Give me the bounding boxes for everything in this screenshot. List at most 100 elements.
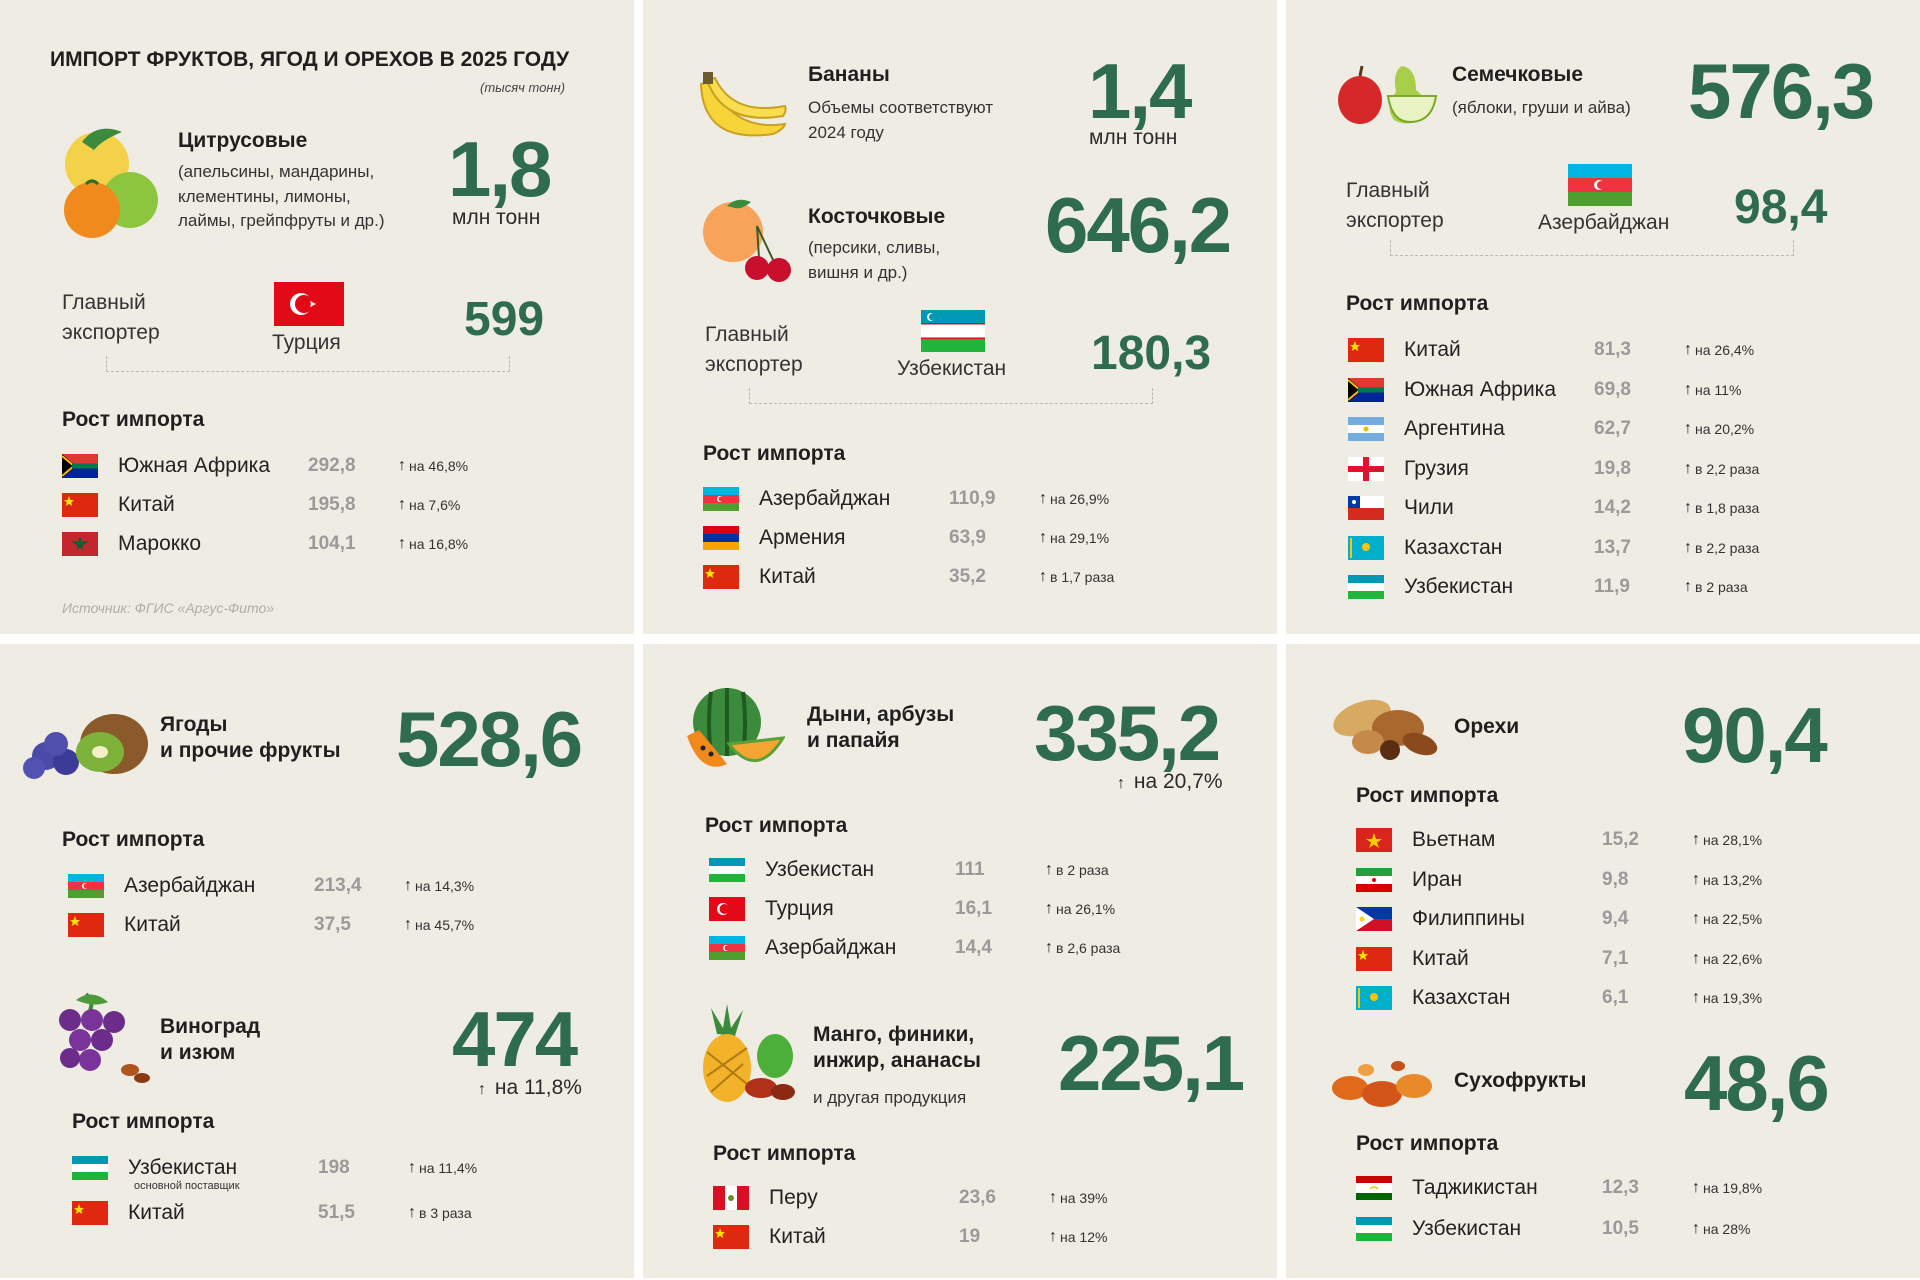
panel-nuts-dried: Орехи 90,4 Рост импорта Вьетнам 15,2 ↑ на 2… (1286, 644, 1920, 1278)
flag-uzbekistan-icon (921, 310, 985, 352)
flag-uz-icon (1348, 575, 1384, 599)
nuts-illustration-icon (1333, 699, 1438, 760)
flag-china-icon (62, 493, 98, 517)
melons-title: Дыни, арбузы и папайя (807, 703, 955, 753)
melons-row: Турция 16,1 ↑ на 26,1% (709, 895, 1115, 923)
exporter-bracket (749, 388, 1153, 404)
berries-value: 528,6 (396, 695, 583, 783)
pome-row: Узбекистан 11,9 ↑ в 2 раза (1348, 573, 1748, 601)
citrus-exporter-country: Турция (272, 331, 341, 354)
flag-china-icon (72, 1201, 108, 1225)
source-note: Источник: ФГИС «Аргус-Фито» (62, 600, 275, 616)
berries-row: Китай 37,5 ↑ на 45,7% (68, 911, 474, 939)
peach-cherry-illustration-icon (703, 199, 791, 282)
flag-uzbekistan-icon (72, 1156, 108, 1180)
dried-growth-title: Рост импорта (1356, 1132, 1499, 1155)
melons-value: 335,2 (1034, 689, 1221, 777)
citrus-unit: млн тонн (452, 206, 541, 229)
flag-azerbaijan-icon (703, 487, 739, 511)
banana-illustration-icon (699, 72, 787, 137)
panel-pome: Семечковые (яблоки, груши и айва) 576,3 … (1286, 0, 1920, 634)
berries-growth-title: Рост импорта (62, 828, 205, 851)
melons-row: Узбекистан 111 ↑ в 2 раза (709, 856, 1109, 884)
melons-row: Азербайджан 14,4 ↑ в 2,6 раза (709, 934, 1120, 962)
berries-kiwi-illustration-icon (23, 714, 148, 779)
pome-row: Казахстан 13,7 ↑ в 2,2 раза (1348, 534, 1759, 562)
flag-ir-icon (1356, 867, 1392, 892)
citrus-desc: (апельсины, мандарины, клементины, лимон… (178, 162, 385, 231)
pome-row: Чили 14,2 ↑ в 1,8 раза (1348, 494, 1759, 522)
panel-melons-mango: Дыни, арбузы и папайя 335,2 ↑ на 20,7% Р… (643, 644, 1277, 1278)
grapes-title: Виноград и изюм (160, 1015, 261, 1065)
pome-exporter-value: 98,4 (1734, 181, 1828, 234)
flag-kz-icon (1348, 535, 1384, 560)
stone-row: Азербайджан 110,9 ↑ на 26,9% (703, 485, 1109, 513)
flag-china-icon (713, 1225, 749, 1249)
exporter-bracket (106, 356, 510, 372)
bananas-desc: Объемы соответствуют 2024 году (808, 98, 994, 142)
stone-title: Косточковые (808, 205, 946, 228)
flag-ar-icon (1348, 417, 1384, 441)
pome-row: Южная Африка 69,8 ↑ на 11% (1348, 376, 1741, 404)
mango-row: Перу 23,6 ↑ на 39% (713, 1184, 1107, 1212)
berries-row: Азербайджан 213,4 ↑ на 14,3% (68, 872, 474, 900)
mango-desc: и другая продукция (813, 1088, 967, 1107)
flag-turkey-icon (709, 897, 745, 921)
stone-growth-title: Рост импорта (703, 442, 846, 465)
main-title: ИМПОРТ ФРУКТОВ, ЯГОД И ОРЕХОВ В 2025 ГОД… (50, 48, 570, 71)
flag-uzbekistan-icon (709, 858, 745, 882)
citrus-row: Китай 195,8 ↑ на 7,6% (62, 491, 460, 519)
bananas-value: 1,4 (1088, 47, 1192, 135)
citrus-exporter-value: 599 (464, 293, 545, 346)
flag-cn-icon (1348, 338, 1384, 362)
flag-za-icon (1348, 377, 1384, 402)
grapes-growth-title: Рост импорта (72, 1110, 215, 1133)
pome-title: Семечковые (1452, 63, 1584, 86)
dried-row: Узбекистан 10,5 ↑ на 28% (1356, 1215, 1750, 1243)
bananas-title: Бананы (808, 63, 890, 86)
pome-desc: (яблоки, груши и айва) (1452, 98, 1631, 117)
flag-uzbekistan-icon (1356, 1217, 1392, 1241)
nuts-row: Филиппины 9,4 ↑ на 22,5% (1356, 905, 1762, 933)
grapes-row: Узбекистан основной поставщик 198 ↑ на 11,… (72, 1154, 477, 1192)
dried-fruit-illustration-icon (1332, 1061, 1432, 1107)
flag-south-africa-icon (62, 454, 98, 478)
mango-title: Манго, финики, инжир, ананасы (813, 1023, 981, 1073)
stone-row: Китай 35,2 ↑ в 1,7 раза (703, 563, 1114, 591)
nuts-row: Китай 7,1 ↑ на 22,6% (1356, 945, 1762, 973)
flag-ge-icon (1348, 456, 1384, 481)
stone-exporter-country: Узбекистан (897, 357, 1007, 380)
citrus-growth-title: Рост импорта (62, 408, 205, 431)
watermelon-papaya-illustration-icon (687, 688, 785, 767)
panel-citrus: ИМПОРТ ФРУКТОВ, ЯГОД И ОРЕХОВ В 2025 ГОД… (0, 0, 634, 634)
grapes-row: Китай 51,5 ↑ в 3 раза (72, 1199, 472, 1227)
flag-cn-icon (1356, 946, 1392, 971)
melons-growth-title: Рост импорта (705, 814, 848, 837)
flag-kz-icon (1356, 986, 1392, 1010)
stone-exporter-value: 180,3 (1091, 327, 1212, 380)
nuts-growth-title: Рост импорта (1356, 784, 1499, 807)
exporter-label: Главный экспортер (705, 323, 803, 377)
pome-value: 576,3 (1688, 47, 1875, 135)
nuts-title: Орехи (1454, 715, 1520, 738)
flag-armenia-icon (703, 526, 739, 550)
nuts-row: Иран 9,8 ↑ на 13,2% (1356, 866, 1762, 894)
pome-row: Аргентина 62,7 ↑ на 20,2% (1348, 415, 1754, 443)
stone-row: Армения 63,9 ↑ на 29,1% (703, 524, 1109, 552)
grapes-growth: ↑ на 11,8% (478, 1076, 582, 1099)
melons-growth: ↑ на 20,7% (1117, 770, 1223, 793)
citrus-row: Южная Африка 292,8 ↑ на 46,8% (62, 452, 468, 480)
exporter-bracket (1390, 240, 1794, 256)
dried-row: Таджикистан 12,3 ↑ на 19,8% (1356, 1174, 1762, 1202)
panel-berries-grapes: Ягоды и прочие фрукты 528,6 Рост импорта… (0, 644, 634, 1278)
units-note: (тысяч тонн) (480, 80, 566, 95)
nuts-row: Казахстан 6,1 ↑ на 19,3% (1356, 984, 1762, 1012)
mango-growth-title: Рост импорта (713, 1142, 856, 1165)
pome-growth-title: Рост импорта (1346, 292, 1489, 315)
pome-exporter-country: Азербайджан (1538, 211, 1670, 234)
nuts-row: Вьетнам 15,2 ↑ на 28,1% (1356, 826, 1762, 854)
apple-pear-illustration-icon (1338, 65, 1438, 124)
flag-azerbaijan-icon (1568, 164, 1632, 206)
flag-vn-icon (1356, 828, 1392, 852)
